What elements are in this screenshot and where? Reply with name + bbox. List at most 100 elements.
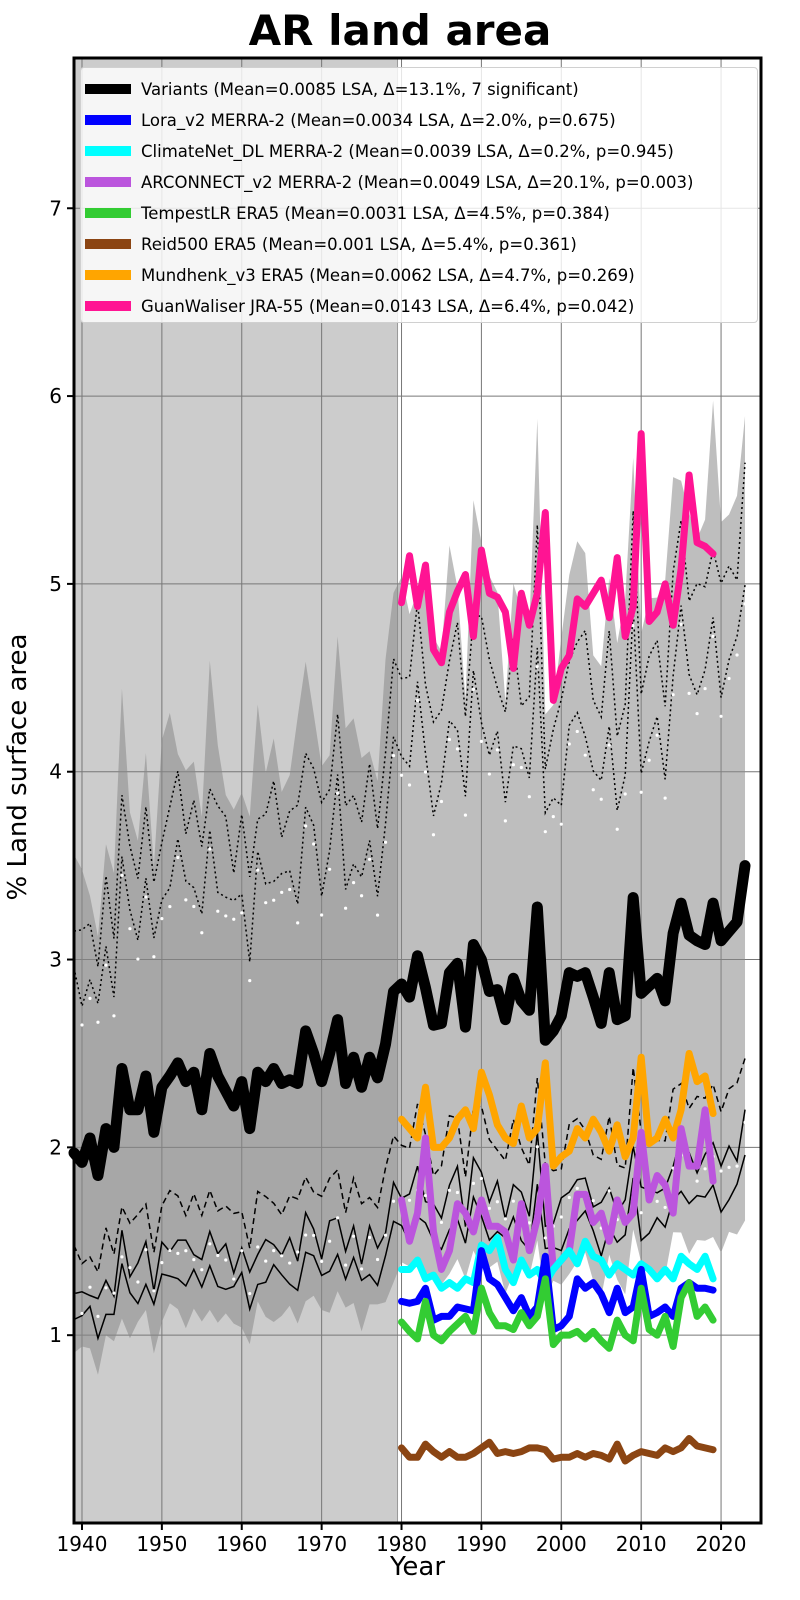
variant-dot xyxy=(88,996,92,1000)
tick-layer: 1940 1950 1960 1970 1980 1990 2000 2010 2020 1 2 3 4… xyxy=(49,196,746,1556)
variant-dot xyxy=(543,1236,547,1240)
x-tick-label: 1990 xyxy=(456,1532,507,1556)
variant-dot xyxy=(176,855,180,860)
variant-dot xyxy=(719,1169,723,1173)
y-axis-label: % Land surface area xyxy=(3,633,33,901)
legend-swatch xyxy=(85,177,131,187)
variant-dot xyxy=(375,1257,380,1262)
variant-dot xyxy=(455,1190,460,1195)
variant-dot xyxy=(104,1286,108,1290)
variant-dot xyxy=(663,1205,667,1210)
variant-dot xyxy=(679,622,683,626)
series-layer xyxy=(68,430,751,1465)
variant-dot xyxy=(687,691,691,695)
variant-dot xyxy=(607,1189,611,1193)
variant-dot xyxy=(415,698,420,703)
legend-item: GuanWaliser JRA-55 (Mean=0.0143 LSA, Δ=6… xyxy=(81,291,634,321)
variant-dot xyxy=(216,1253,220,1258)
chart-title: AR land area xyxy=(248,6,552,55)
variant-dot xyxy=(152,1289,156,1293)
y-tick-label: 2 xyxy=(49,1135,62,1159)
variant-dot xyxy=(104,963,108,967)
legend-swatch xyxy=(85,208,131,218)
variant-dot xyxy=(511,1199,515,1203)
variant-dot xyxy=(727,1165,731,1170)
variant-dot xyxy=(240,911,244,915)
variant-dot xyxy=(559,1215,563,1219)
legend-item: ClimateNet_DL MERRA-2 (Mean=0.0039 LSA, … xyxy=(81,136,674,166)
variant-dot xyxy=(128,1265,132,1270)
variant-dot xyxy=(80,1023,84,1027)
variant-dot xyxy=(328,1239,332,1243)
variant-dot xyxy=(599,797,603,801)
variant-dot xyxy=(583,753,587,757)
variant-dot xyxy=(288,887,292,892)
variant-line-dashed-1 xyxy=(73,1058,746,1275)
variant-dot xyxy=(591,1199,595,1203)
variant-dot xyxy=(495,1200,499,1204)
variant-dot xyxy=(463,813,468,817)
variant-dot xyxy=(519,765,523,770)
variant-dot xyxy=(503,819,507,823)
variant-dot xyxy=(144,1248,148,1252)
variant-dot xyxy=(312,842,316,846)
variant-dot xyxy=(391,753,396,758)
variant-dot xyxy=(575,1186,579,1190)
variant-dot xyxy=(647,758,651,762)
variant-dot xyxy=(184,1249,188,1253)
variant-dot xyxy=(743,1120,747,1124)
y-tick-label: 5 xyxy=(49,572,62,596)
variant-dot xyxy=(272,898,276,902)
variant-dot xyxy=(367,1235,372,1240)
variant-dot xyxy=(439,1220,444,1225)
variant-dot xyxy=(344,906,348,910)
legend-label: Variants (Mean=0.0085 LSA, Δ=13.1%, 7 si… xyxy=(141,79,579,99)
variant-dot xyxy=(639,1211,643,1215)
variant-dot xyxy=(487,772,491,776)
variant-dot xyxy=(296,1250,300,1254)
variant-dot xyxy=(655,733,659,737)
variant-dot xyxy=(232,1277,236,1281)
legend-label: ARCONNECT_v2 MERRA-2 (Mean=0.0049 LSA, Δ… xyxy=(141,172,694,192)
variant-dot xyxy=(272,1249,276,1253)
variant-dot xyxy=(703,1167,707,1171)
variant-dot xyxy=(639,790,643,794)
variant-dot xyxy=(359,894,364,898)
variant-dot xyxy=(383,1233,388,1237)
x-tick-label: 1960 xyxy=(216,1532,267,1556)
variant-dot xyxy=(431,833,436,837)
variant-dot xyxy=(655,1199,659,1203)
variant-dot xyxy=(383,840,388,844)
variant-dot xyxy=(320,913,324,917)
series-line-climatenet-dl-merra-2 xyxy=(398,1234,717,1292)
variant-dot xyxy=(719,714,723,718)
variant-dot xyxy=(503,1217,507,1221)
x-tick-label: 1980 xyxy=(376,1532,427,1556)
variant-dot xyxy=(351,1234,356,1238)
variant-dot xyxy=(192,904,196,909)
variant-dot xyxy=(407,783,412,787)
series-line-guanwaliser-jra-55 xyxy=(398,430,717,704)
series-line-tempestlr-era5 xyxy=(398,1275,717,1352)
variant-dot xyxy=(224,1258,228,1262)
legend-label: ClimateNet_DL MERRA-2 (Mean=0.0039 LSA, … xyxy=(141,141,674,161)
variant-dot xyxy=(280,890,284,894)
variant-dot xyxy=(375,913,380,917)
variant-dot xyxy=(256,868,260,872)
variant-dot xyxy=(232,917,236,921)
variant-dot xyxy=(695,1179,699,1183)
variant-dot xyxy=(535,1145,539,1149)
legend-swatch xyxy=(85,115,131,125)
variant-dot xyxy=(567,742,571,746)
variant-dot xyxy=(607,743,611,747)
x-tick-label: 1950 xyxy=(136,1532,187,1556)
variant-dot xyxy=(200,931,204,935)
variant-dot xyxy=(743,602,747,606)
variant-dot xyxy=(96,1020,100,1024)
legend-label: Mundhenk_v3 ERA5 (Mean=0.0062 LSA, Δ=4.7… xyxy=(141,265,635,285)
variant-dot xyxy=(423,1193,428,1198)
variant-dot xyxy=(527,795,531,799)
variant-dot xyxy=(248,1291,252,1296)
y-tick-label: 3 xyxy=(49,948,62,972)
variant-dot xyxy=(248,979,252,983)
